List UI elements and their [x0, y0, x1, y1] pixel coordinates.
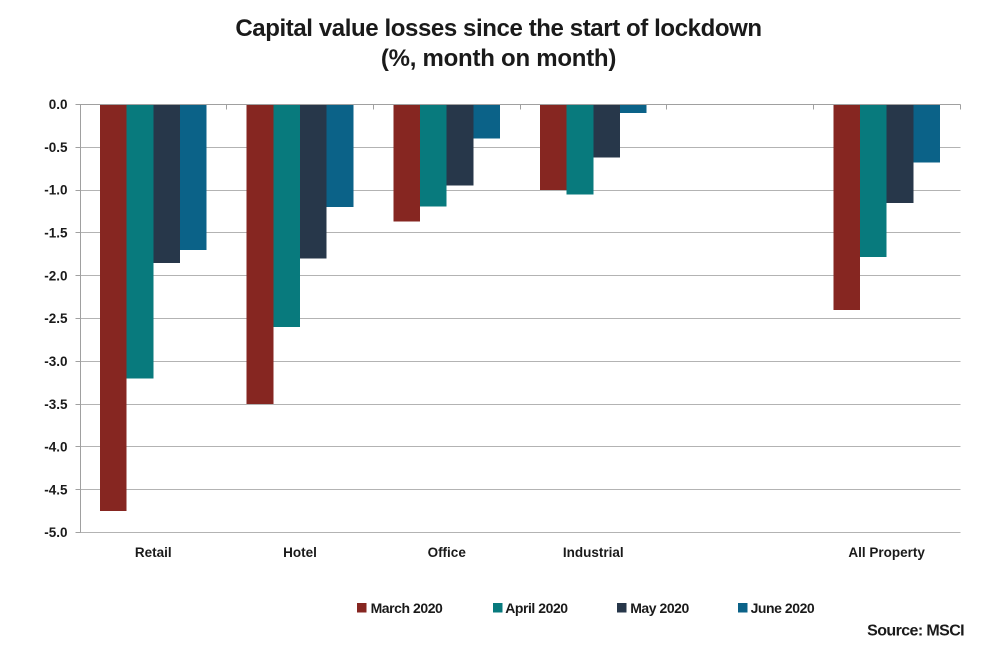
svg-text:-2.0: -2.0 — [44, 268, 67, 283]
svg-text:Source: MSCI: Source: MSCI — [867, 623, 964, 640]
svg-text:-1.0: -1.0 — [44, 183, 67, 198]
svg-text:Industrial: Industrial — [563, 545, 624, 560]
svg-text:(%, month on month): (%, month on month) — [381, 45, 616, 72]
svg-text:March 2020: March 2020 — [371, 600, 443, 616]
svg-text:0.0: 0.0 — [49, 97, 68, 112]
svg-text:-3.5: -3.5 — [44, 397, 68, 412]
svg-text:All Property: All Property — [848, 545, 925, 560]
svg-text:-1.5: -1.5 — [44, 226, 68, 241]
svg-text:Hotel: Hotel — [283, 545, 317, 560]
svg-text:Retail: Retail — [135, 545, 172, 560]
svg-text:Office: Office — [428, 545, 467, 560]
svg-text:-2.5: -2.5 — [44, 311, 68, 326]
svg-text:-5.0: -5.0 — [44, 525, 67, 540]
svg-text:-4.0: -4.0 — [44, 440, 67, 455]
svg-text:-3.0: -3.0 — [44, 354, 67, 369]
svg-text:Capital value losses since the: Capital value losses since the start of … — [235, 15, 761, 42]
svg-text:June 2020: June 2020 — [751, 600, 815, 616]
svg-text:-0.5: -0.5 — [44, 140, 68, 155]
svg-text:-4.5: -4.5 — [44, 482, 68, 497]
svg-text:April 2020: April 2020 — [505, 600, 568, 616]
svg-text:May 2020: May 2020 — [630, 600, 689, 616]
